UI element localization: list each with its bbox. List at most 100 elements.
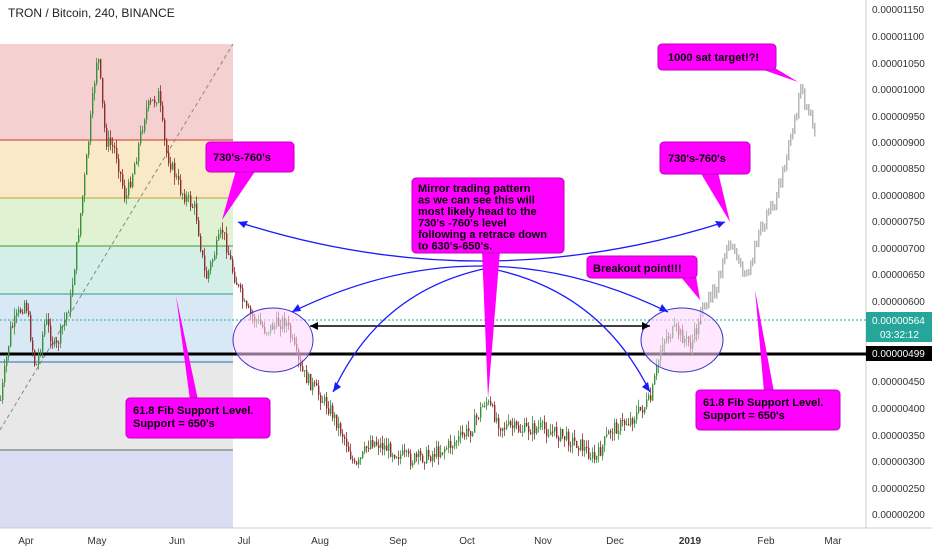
left-ellipse[interactable] [232, 307, 314, 373]
candle-body [234, 271, 236, 283]
price-tick-label: 0.00000400 [872, 404, 925, 415]
candle-body [486, 402, 488, 406]
candle-body [32, 340, 34, 351]
candle-body [72, 284, 74, 296]
projected-candle [726, 244, 728, 260]
callout-mirror[interactable]: Mirror trading pattern as we can see this… [411, 177, 565, 398]
line-price-tag: 0.00000499 [866, 346, 932, 361]
candle-body [100, 59, 102, 78]
candle-body [520, 431, 522, 433]
candle-body [198, 220, 200, 237]
svg-text:03:32:12: 03:32:12 [880, 330, 919, 341]
candle-body [232, 259, 234, 272]
projected-candle [716, 286, 718, 299]
projected-candle [794, 114, 796, 135]
candle-body [158, 91, 160, 103]
candle-body [416, 453, 418, 458]
callout-line: most likely head to the [418, 206, 537, 218]
projected-candle [808, 104, 810, 116]
callout-left-level[interactable]: 730's-760's [205, 141, 295, 220]
projected-candle [806, 104, 808, 111]
candle-body [174, 162, 176, 178]
price-axis[interactable]: 0.00001150 0.00001100 0.00001050 0.00001000… [872, 5, 925, 521]
candle-body [376, 441, 378, 445]
candle-body [450, 440, 452, 448]
candle-body [510, 421, 512, 426]
fib-retracement[interactable] [0, 43, 234, 528]
candle-body [426, 449, 428, 464]
candle-body [392, 455, 394, 457]
candle-body [188, 195, 190, 197]
candle-body [18, 309, 20, 313]
svg-text:0.00000499: 0.00000499 [872, 349, 925, 360]
candle-body [460, 431, 462, 437]
candle-body [560, 428, 562, 441]
candlesticks [0, 57, 702, 470]
candle-body [386, 445, 388, 451]
candle-body [412, 463, 414, 466]
candle-body [630, 418, 632, 425]
candle-body [548, 435, 550, 437]
candle-body [28, 310, 30, 316]
projected-candle [722, 258, 724, 279]
candle-body [438, 446, 440, 458]
candle-body [370, 440, 372, 449]
callout-fib-left[interactable]: 61.8 Fib Support Level. Support = 650's [125, 296, 271, 439]
callout-fib-right[interactable]: 61.8 Fib Support Level. Support = 650's [695, 290, 841, 431]
candle-body [322, 401, 324, 403]
candle-body [432, 454, 434, 461]
right-ellipse[interactable] [640, 307, 724, 373]
candle-body [352, 459, 354, 461]
projected-candle [796, 112, 798, 121]
candle-body [238, 284, 240, 286]
candle-body [526, 422, 528, 427]
candle-body [172, 162, 174, 170]
candle-body [452, 446, 454, 448]
projected-candle [720, 270, 722, 279]
candle-body [406, 451, 408, 453]
candle-body [598, 447, 600, 457]
callout-target[interactable]: 1000 sat target!?! [657, 43, 798, 82]
candle-body [182, 193, 184, 195]
candle-body [70, 295, 72, 313]
candle-body [648, 395, 650, 400]
candle-body [118, 159, 120, 172]
candle-body [566, 431, 568, 440]
candle-body [124, 185, 126, 199]
candle-body [500, 428, 502, 431]
projected-candle [724, 253, 726, 265]
price-tick-label: 0.00001150 [872, 5, 925, 16]
projected-candle [802, 83, 804, 95]
candle-body [584, 446, 586, 451]
time-tick-label: Oct [459, 536, 475, 547]
candle-body [540, 422, 542, 428]
candle-body [532, 423, 534, 435]
callout-breakout[interactable]: Breakout point!!! [586, 255, 700, 300]
candle-body [366, 446, 368, 449]
mirror-range-arrow [310, 322, 650, 330]
candle-body [586, 446, 588, 448]
projected-candle [706, 302, 708, 310]
arc-arrowheads [238, 221, 725, 392]
candle-body [306, 370, 308, 384]
time-tick-label: Jun [169, 536, 185, 547]
svg-text:61.8 Fib Support Level.Support: 61.8 Fib Support Level. Support = 650's [133, 405, 253, 430]
candle-body [434, 454, 436, 457]
projected-candle [710, 291, 712, 303]
projected-candle [756, 240, 758, 248]
candle-body [76, 242, 78, 270]
candle-body [132, 174, 134, 187]
candle-body [316, 383, 318, 386]
candle-body [516, 421, 518, 426]
callout-right-level[interactable]: 730's-760's [659, 141, 751, 222]
time-axis[interactable]: Apr May Jun Jul Aug Sep Oct Nov Dec 2019 Feb Mar [18, 536, 842, 547]
candle-body [594, 452, 596, 460]
projected-candle [768, 208, 770, 216]
candle-body [626, 424, 628, 426]
candle-body [522, 431, 524, 433]
projected-candle [748, 269, 750, 276]
callout-line: to 630's-650's. [418, 241, 492, 253]
candle-body [524, 422, 526, 432]
projected-candle [732, 243, 734, 250]
